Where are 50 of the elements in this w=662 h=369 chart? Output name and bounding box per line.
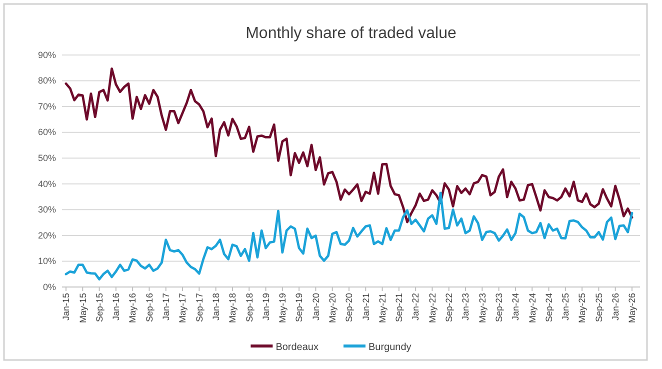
- x-tick-label: Jan-25: [560, 293, 571, 321]
- y-tick-label: 30%: [38, 204, 56, 215]
- legend-label: Bordeaux: [276, 342, 318, 353]
- line-series: [64, 192, 634, 280]
- y-tick-label: 90%: [38, 50, 56, 60]
- x-tick-label: Jan-17: [161, 293, 172, 321]
- legend-label: Burgundy: [368, 342, 412, 353]
- line-series: [64, 67, 634, 224]
- x-tick-label: May-21: [377, 293, 388, 324]
- y-tick-label: 70%: [38, 101, 56, 112]
- x-tick-label: May-15: [78, 293, 88, 324]
- x-tick-label: May-17: [178, 293, 188, 324]
- y-tick-label: 40%: [38, 178, 56, 189]
- x-tick-label: May-19: [278, 293, 288, 324]
- chart-title: Monthly share of traded value: [246, 25, 456, 42]
- x-tick-label: Jan-24: [510, 293, 521, 321]
- y-tick-label: 50%: [38, 152, 56, 163]
- x-tick-label: Sep-25: [594, 293, 604, 322]
- x-tick-label: Jan-18: [210, 293, 221, 321]
- x-tick-label: Jan-15: [61, 293, 72, 321]
- y-tick-label: 80%: [38, 76, 56, 86]
- x-tick-label: May-24: [527, 293, 538, 324]
- y-tick-label: 10%: [38, 256, 56, 266]
- x-tick-label: Sep-19: [294, 293, 304, 322]
- x-tick-label: May-23: [477, 293, 488, 324]
- x-tick-label: May-22: [427, 293, 438, 324]
- y-tick-label: 0%: [42, 282, 56, 292]
- x-tick-label: Sep-15: [94, 293, 104, 322]
- x-tick-label: Jan-19: [260, 293, 271, 321]
- x-tick-label: Jan-20: [310, 293, 321, 321]
- x-tick-label: Sep-22: [444, 293, 454, 322]
- x-tick-label: Jan-21: [360, 293, 371, 321]
- x-tick-label: Sep-20: [344, 293, 354, 322]
- x-tick-label: Sep-18: [244, 293, 254, 322]
- x-tick-label: May-20: [328, 293, 338, 324]
- x-tick-label: Sep-21: [394, 293, 404, 322]
- y-tick-label: 60%: [38, 127, 56, 138]
- y-tick-label: 20%: [38, 230, 56, 240]
- x-tick-label: May-26: [627, 293, 638, 324]
- x-tick-label: Jan-23: [460, 293, 471, 321]
- x-tick-label: Jan-26: [610, 293, 621, 321]
- x-tick-label: May-25: [577, 293, 588, 324]
- x-tick-label: Jan-16: [111, 293, 122, 321]
- x-tick-label: Sep-24: [544, 293, 554, 322]
- x-tick-label: Sep-16: [144, 293, 154, 322]
- x-tick-label: Sep-23: [494, 293, 504, 322]
- x-tick-label: Jan-22: [410, 293, 421, 321]
- x-tick-label: May-16: [128, 293, 138, 324]
- x-tick-label: May-18: [228, 293, 238, 324]
- x-tick-label: Sep-17: [194, 293, 204, 322]
